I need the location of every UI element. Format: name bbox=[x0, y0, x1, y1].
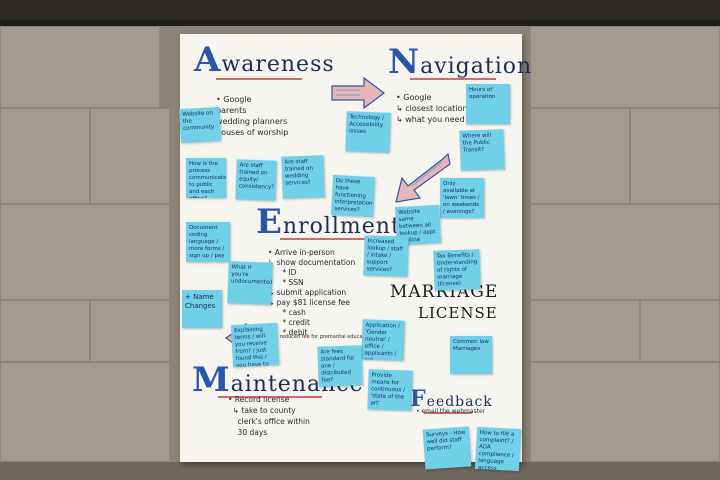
arrow-right-icon bbox=[331, 76, 385, 110]
feedback-underline bbox=[424, 412, 472, 414]
enrollment-fee-note: ↳ reduced fee for premarital education bbox=[274, 334, 373, 340]
sticky-note: Increased lookup / staff / intake / supp… bbox=[363, 235, 409, 277]
floor-band bbox=[0, 462, 720, 480]
flip-chart-poster: Awareness • Google parents wedding plann… bbox=[180, 34, 531, 462]
enrollment-heading: Enrollment bbox=[256, 202, 401, 242]
sticky-note: Are staff trained on wedding services? bbox=[281, 155, 325, 199]
wall-block bbox=[530, 108, 630, 204]
awareness-heading: Awareness bbox=[194, 40, 335, 80]
feedback-heading: Feedback bbox=[410, 386, 493, 412]
awareness-list: • Google parents wedding planners houses… bbox=[216, 95, 289, 137]
wall-block bbox=[530, 26, 720, 108]
license-label: LICENSE bbox=[418, 304, 498, 322]
sticky-note: Are fees standard for one / distributed … bbox=[317, 345, 363, 387]
sticky-note: Surveys - How well did staff perform? bbox=[422, 426, 472, 470]
arrow-down-left-icon bbox=[395, 152, 451, 203]
sticky-note: Explaining terms / will you receive from… bbox=[230, 322, 280, 368]
sticky-note: Are staff trained on equity/ consistency… bbox=[235, 159, 277, 201]
sticky-note: Document coding language / more forms / … bbox=[186, 222, 230, 262]
sticky-note: Only available at 'lawn' times / on week… bbox=[440, 178, 484, 218]
sticky-note: Technology / Accessibility issues bbox=[345, 111, 391, 153]
maintenance-list: • Record license ↳ take to county clerk'… bbox=[228, 395, 310, 437]
sticky-note: Provide means for continuous / 'state of… bbox=[367, 369, 413, 411]
sticky-note: Tax Benefits / Understanding of rights o… bbox=[433, 249, 481, 291]
wall-block bbox=[0, 362, 170, 462]
sticky-note: How is the process communicated to publi… bbox=[186, 158, 226, 198]
wall-block bbox=[0, 300, 90, 362]
navigation-heading: Navigation bbox=[388, 42, 533, 82]
sticky-note: Application / 'Gender neutral' / office … bbox=[361, 319, 405, 361]
wall-block bbox=[0, 204, 170, 300]
wall-block bbox=[640, 300, 720, 362]
navigation-list: • Google ↳ closest location ↳ what you n… bbox=[396, 93, 468, 124]
awareness-underline bbox=[216, 78, 302, 80]
sticky-note: Where will the Public Transit? bbox=[459, 129, 505, 171]
feedback-list: • email the webmaster bbox=[416, 408, 486, 415]
enrollment-underline bbox=[280, 238, 376, 240]
sticky-note: + Name Changes bbox=[182, 290, 222, 328]
sticky-note: Do these have functioning interpretation… bbox=[330, 174, 376, 218]
wall-block bbox=[530, 362, 720, 462]
wall-block bbox=[630, 108, 720, 204]
sticky-note: What if you're undocumented? bbox=[227, 261, 273, 305]
navigation-underline bbox=[410, 78, 496, 80]
sticky-note: Website on the community bbox=[179, 106, 221, 144]
wall-block bbox=[530, 300, 640, 362]
wall-block bbox=[90, 300, 170, 362]
sticky-note: How to file a complaint? / ADA complianc… bbox=[474, 426, 522, 472]
maintenance-underline bbox=[218, 396, 322, 398]
sticky-note: Hours of operation bbox=[466, 84, 510, 124]
wall-block bbox=[0, 26, 160, 108]
display-rail bbox=[0, 20, 720, 26]
sticky-note: Common law Marriages bbox=[450, 336, 492, 374]
wall-block bbox=[0, 108, 90, 204]
wall-block bbox=[90, 108, 170, 204]
wall-block bbox=[530, 204, 720, 300]
enrollment-list: • Arrive in-person ↳ show documentation … bbox=[268, 248, 356, 337]
